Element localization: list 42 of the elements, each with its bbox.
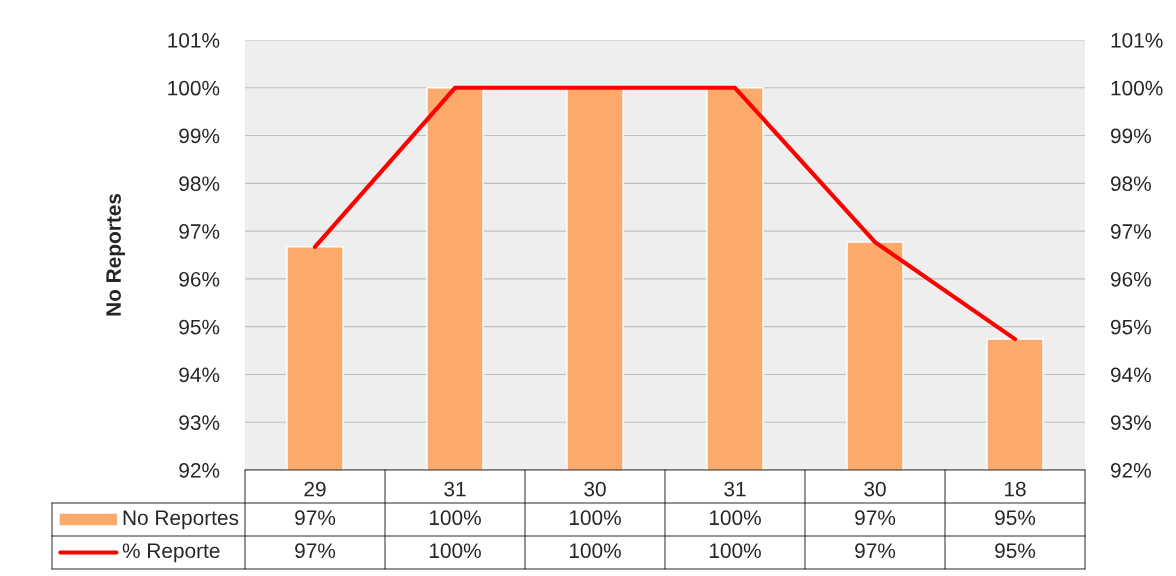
data-label: 97% bbox=[295, 510, 336, 526]
y2-tick-label: 94% bbox=[1110, 367, 1151, 383]
data-label: 97% bbox=[855, 543, 896, 559]
y2-tick-label: 98% bbox=[1110, 176, 1151, 192]
y-tick-label: 99% bbox=[179, 128, 220, 144]
data-label: 100% bbox=[569, 543, 621, 559]
data-label: 95% bbox=[995, 543, 1036, 559]
y2-tick-label: 97% bbox=[1110, 224, 1151, 239]
x-tick-label: 31 bbox=[444, 481, 466, 497]
line-series bbox=[312, 85, 1018, 342]
y-tick-label: 101% bbox=[168, 33, 220, 48]
legend-label: No Reportes bbox=[123, 510, 239, 530]
data-label: 97% bbox=[855, 510, 896, 526]
x-tick-label: 30 bbox=[584, 481, 606, 497]
y-tick-label: 98% bbox=[179, 176, 220, 192]
y2-tick-label: 99% bbox=[1110, 128, 1151, 144]
x-tick-label: 18 bbox=[1005, 481, 1026, 497]
data-label: 97% bbox=[295, 543, 336, 559]
y-tick-label: 93% bbox=[179, 415, 220, 430]
y-tick-label: 96% bbox=[179, 271, 220, 287]
y2-tick-label: 93% bbox=[1110, 415, 1151, 430]
y2-tick-label: 92% bbox=[1110, 463, 1151, 478]
y2-tick-label: 100% bbox=[1111, 80, 1163, 96]
legend-label: % Reporte bbox=[122, 543, 220, 563]
y2-tick-label: 101% bbox=[1111, 33, 1163, 48]
y-tick-label: 94% bbox=[179, 367, 220, 383]
y-tick-label: 92% bbox=[179, 463, 220, 478]
data-label: 100% bbox=[709, 510, 761, 526]
y-tick-label: 95% bbox=[179, 319, 220, 335]
data-label: 100% bbox=[709, 543, 761, 559]
data-label: 100% bbox=[569, 510, 621, 526]
data-label: 95% bbox=[995, 510, 1036, 526]
data-label: 100% bbox=[429, 543, 481, 559]
x-tick-label: 29 bbox=[304, 481, 326, 497]
y-axis-title: No Reportes bbox=[106, 193, 126, 316]
data-label: 100% bbox=[429, 510, 481, 526]
x-tick-label: 30 bbox=[864, 481, 886, 497]
x-tick-label: 31 bbox=[724, 481, 746, 497]
y-tick-label: 100% bbox=[168, 80, 220, 96]
y2-tick-label: 95% bbox=[1110, 319, 1151, 335]
y-tick-label: 97% bbox=[179, 224, 220, 239]
y2-tick-label: 96% bbox=[1110, 271, 1151, 287]
